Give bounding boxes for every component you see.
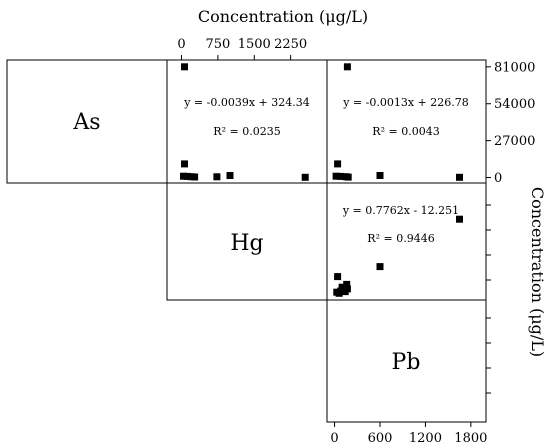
equation-as-hg: y = -0.0039x + 324.34 xyxy=(183,96,310,109)
point-as-pb-2 xyxy=(332,172,340,180)
bottom-tick-label-1: 600 xyxy=(368,431,393,446)
point-as-hg-5 xyxy=(191,173,199,181)
panel-as-pb-frame xyxy=(326,59,487,184)
point-as-hg-2 xyxy=(180,172,187,180)
point-as-pb-6 xyxy=(376,172,384,179)
equation-hg-pb: y = 0.7762x - 12.251 xyxy=(342,204,459,217)
top-tick-label-1: 750 xyxy=(205,37,230,52)
point-as-hg-8 xyxy=(301,173,309,181)
point-as-hg-6 xyxy=(213,173,221,181)
point-as-pb-7 xyxy=(456,173,463,181)
point-as-pb-5 xyxy=(344,173,352,181)
bottom-tick-label-2: 1200 xyxy=(409,431,442,446)
right-tick-label-1: 54000 xyxy=(494,97,535,112)
point-hg-pb-3 xyxy=(338,283,346,291)
bottom-tick-label-0: 0 xyxy=(330,431,338,446)
point-hg-pb-2 xyxy=(334,273,342,281)
top-tick-label-2: 1500 xyxy=(238,37,271,52)
point-as-pb-3 xyxy=(337,172,345,180)
right-tick-label-3: 0 xyxy=(494,171,502,186)
label-as: As xyxy=(72,110,100,135)
point-hg-pb-0 xyxy=(456,215,463,223)
r2-as-hg: R² = 0.0235 xyxy=(213,125,280,138)
point-hg-pb-9 xyxy=(335,289,343,297)
point-as-pb-1 xyxy=(334,160,342,168)
point-as-pb-0 xyxy=(343,63,351,71)
bottom-tick-label-3: 1800 xyxy=(454,431,487,446)
right-tick-label-0: 81000 xyxy=(494,60,535,75)
panel-as-hg-frame xyxy=(166,59,328,184)
r2-hg-pb: R² = 0.9446 xyxy=(367,232,434,245)
panel-hg-pb-frame xyxy=(326,182,487,301)
point-hg-pb-1 xyxy=(376,263,384,271)
top-tick-label-0: 0 xyxy=(177,37,185,52)
point-as-hg-1 xyxy=(181,160,188,168)
label-pb: Pb xyxy=(392,350,421,375)
point-hg-pb-4 xyxy=(343,280,351,288)
axis-ticks: 0 750 1500 2250 0 600 1200 1800 81000 54000 27000 0 xyxy=(177,37,535,446)
equation-as-pb: y = -0.0013x + 226.78 xyxy=(342,96,469,109)
point-hg-pb-8 xyxy=(341,288,349,296)
label-hg: Hg xyxy=(230,231,263,256)
top-axis-title: Concentration (μg/L) xyxy=(198,7,368,26)
top-tick-label-3: 2250 xyxy=(274,37,307,52)
point-as-hg-3 xyxy=(183,172,191,180)
data-points xyxy=(180,63,463,297)
right-tick-label-2: 27000 xyxy=(494,134,535,149)
right-axis-title: Concentration (μg/L) xyxy=(528,187,547,357)
point-as-hg-7 xyxy=(226,172,234,179)
point-as-hg-0 xyxy=(181,63,188,71)
r2-as-pb: R² = 0.0043 xyxy=(372,125,439,138)
